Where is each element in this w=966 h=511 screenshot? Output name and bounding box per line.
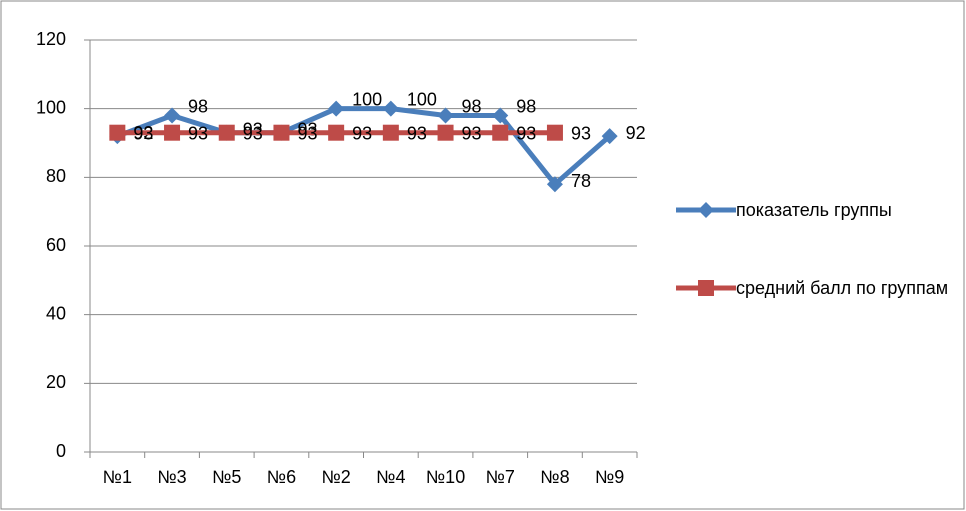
data-label: 93 [188,123,208,143]
marker [492,107,509,124]
marker [382,100,399,117]
y-tick-label: 20 [46,372,66,392]
marker [164,124,181,141]
marker [109,124,126,141]
legend-marker [698,280,714,296]
x-tick-label: №1 [103,467,132,487]
data-label: 92 [626,123,646,143]
y-tick-label: 40 [46,303,66,323]
x-tick-label: №4 [376,467,405,487]
data-label: 93 [407,123,427,143]
marker [218,124,235,141]
marker [437,124,454,141]
data-label: 93 [133,123,153,143]
x-tick-label: №9 [595,467,624,487]
y-tick-label: 120 [36,29,66,49]
y-tick-label: 0 [56,441,66,461]
y-tick-label: 80 [46,166,66,186]
marker [492,124,509,141]
legend-label: средний балл по группам [736,278,949,298]
x-tick-label: №10 [426,467,465,487]
data-label: 93 [571,123,591,143]
legend-label: показатель группы [736,200,892,220]
data-label: 93 [352,123,372,143]
y-tick-label: 60 [46,235,66,255]
x-tick-label: №7 [486,467,515,487]
data-label: 98 [516,96,536,116]
marker [546,176,563,193]
data-label: 100 [352,89,382,109]
legend-marker [698,202,714,218]
data-label: 93 [243,123,263,143]
x-tick-label: №6 [267,467,296,487]
data-label: 78 [571,171,591,191]
marker [382,124,399,141]
x-tick-label: №5 [212,467,241,487]
x-tick-label: №8 [540,467,569,487]
marker [273,124,290,141]
marker [546,124,563,141]
marker [328,124,345,141]
x-tick-label: №3 [157,467,186,487]
marker [328,100,345,117]
marker [437,107,454,124]
data-label: 93 [297,123,317,143]
data-label: 100 [407,89,437,109]
marker [601,128,618,145]
series-line [116,106,612,188]
marker [164,107,181,124]
data-label: 93 [516,123,536,143]
data-label: 98 [462,96,482,116]
x-tick-label: №2 [321,467,350,487]
y-tick-label: 100 [36,97,66,117]
data-label: 98 [188,96,208,116]
data-label: 93 [462,123,482,143]
